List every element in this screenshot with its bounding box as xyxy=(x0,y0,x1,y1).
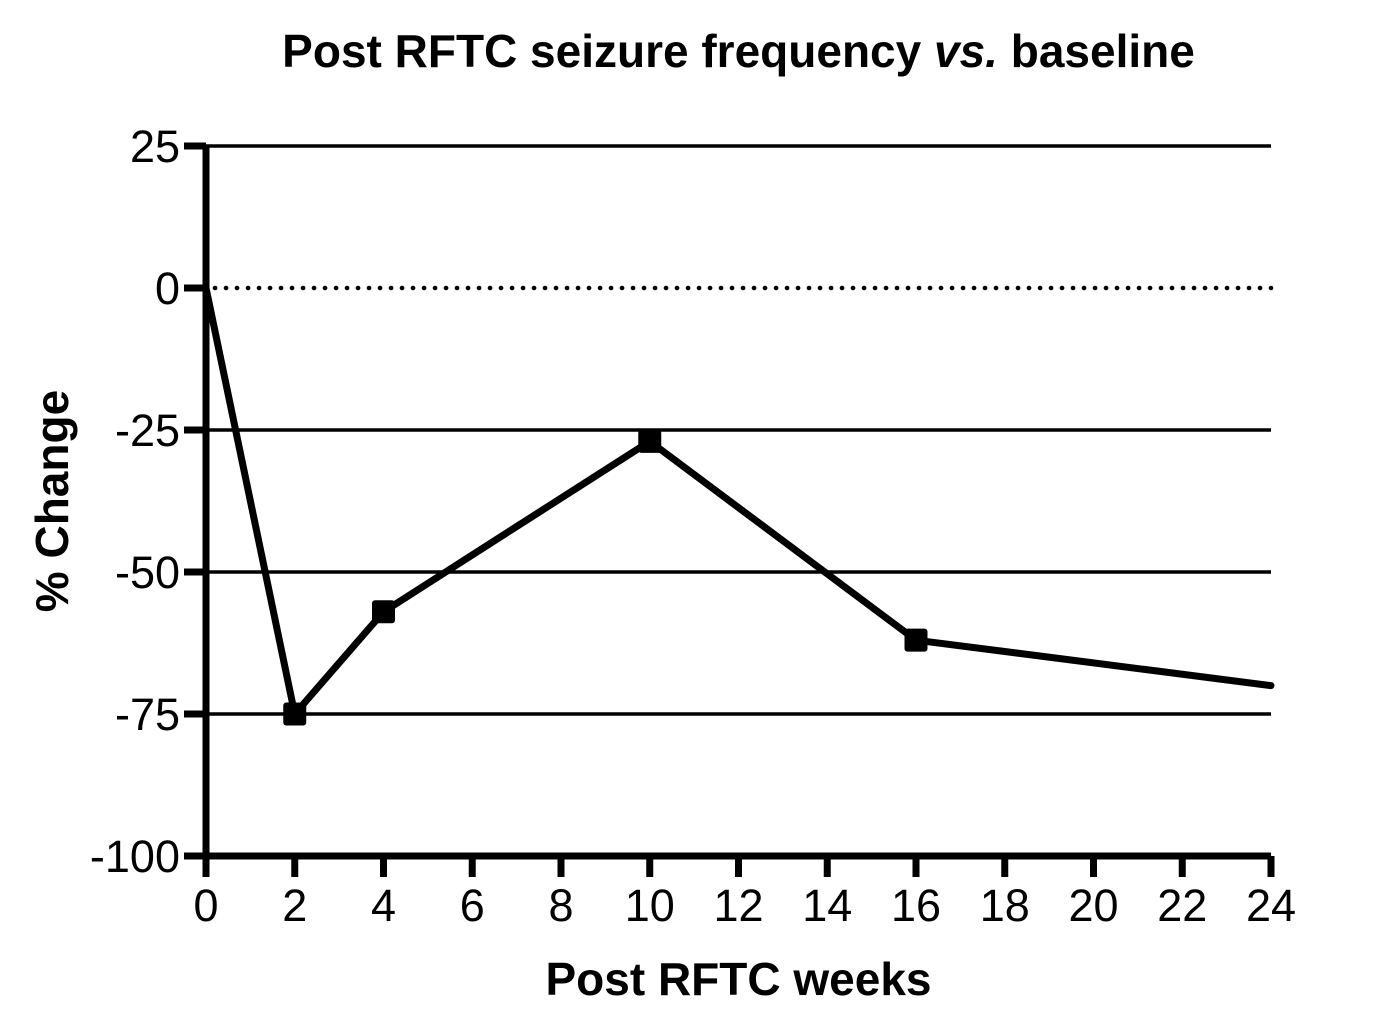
x-tick-label-0: 0 xyxy=(193,880,218,931)
data-point-week-4 xyxy=(372,600,395,624)
y-tick-label--100: -100 xyxy=(90,831,180,882)
data-point-week-16 xyxy=(904,628,928,652)
data-point-week-2 xyxy=(283,702,307,726)
x-tick-label-22: 22 xyxy=(1157,880,1207,931)
chart-title-prefix: Post RFTC seizure frequency xyxy=(282,25,934,77)
axis-ticks xyxy=(184,142,1275,877)
axes xyxy=(202,144,1271,860)
y-tick-label-0: 0 xyxy=(155,263,180,314)
x-tick-label-16: 16 xyxy=(891,880,941,931)
x-tick-labels: 0 2 4 6 8 10 12 14 16 18 20 22 24 xyxy=(193,880,1296,931)
x-tick-label-6: 6 xyxy=(460,880,485,931)
x-axis-title: Post RFTC weeks xyxy=(545,953,932,1005)
data-point-week-10 xyxy=(638,429,662,453)
chart-title: Post RFTC seizure frequency vs. baseline xyxy=(206,24,1271,78)
chart-title-vs-italic: vs. xyxy=(934,25,998,77)
x-tick-label-10: 10 xyxy=(625,880,675,931)
x-tick-label-24: 24 xyxy=(1246,880,1296,931)
x-tick-label-18: 18 xyxy=(980,880,1030,931)
chart-title-suffix: baseline xyxy=(997,25,1195,77)
gridlines xyxy=(206,144,1271,716)
data-series xyxy=(202,284,1275,726)
x-tick-label-2: 2 xyxy=(282,880,307,931)
series-line xyxy=(202,284,1275,722)
y-tick-label--75: -75 xyxy=(115,689,180,740)
x-tick-label-8: 8 xyxy=(548,880,573,931)
x-tick-label-20: 20 xyxy=(1068,880,1118,931)
y-tick-label--50: -50 xyxy=(115,547,180,598)
y-tick-labels: 25 0 -25 -50 -75 -100 xyxy=(90,121,180,882)
x-tick-label-14: 14 xyxy=(802,880,852,931)
x-tick-label-12: 12 xyxy=(713,880,763,931)
x-tick-label-4: 4 xyxy=(371,880,396,931)
y-tick-label-25: 25 xyxy=(130,121,180,172)
y-tick-label--25: -25 xyxy=(115,405,180,456)
